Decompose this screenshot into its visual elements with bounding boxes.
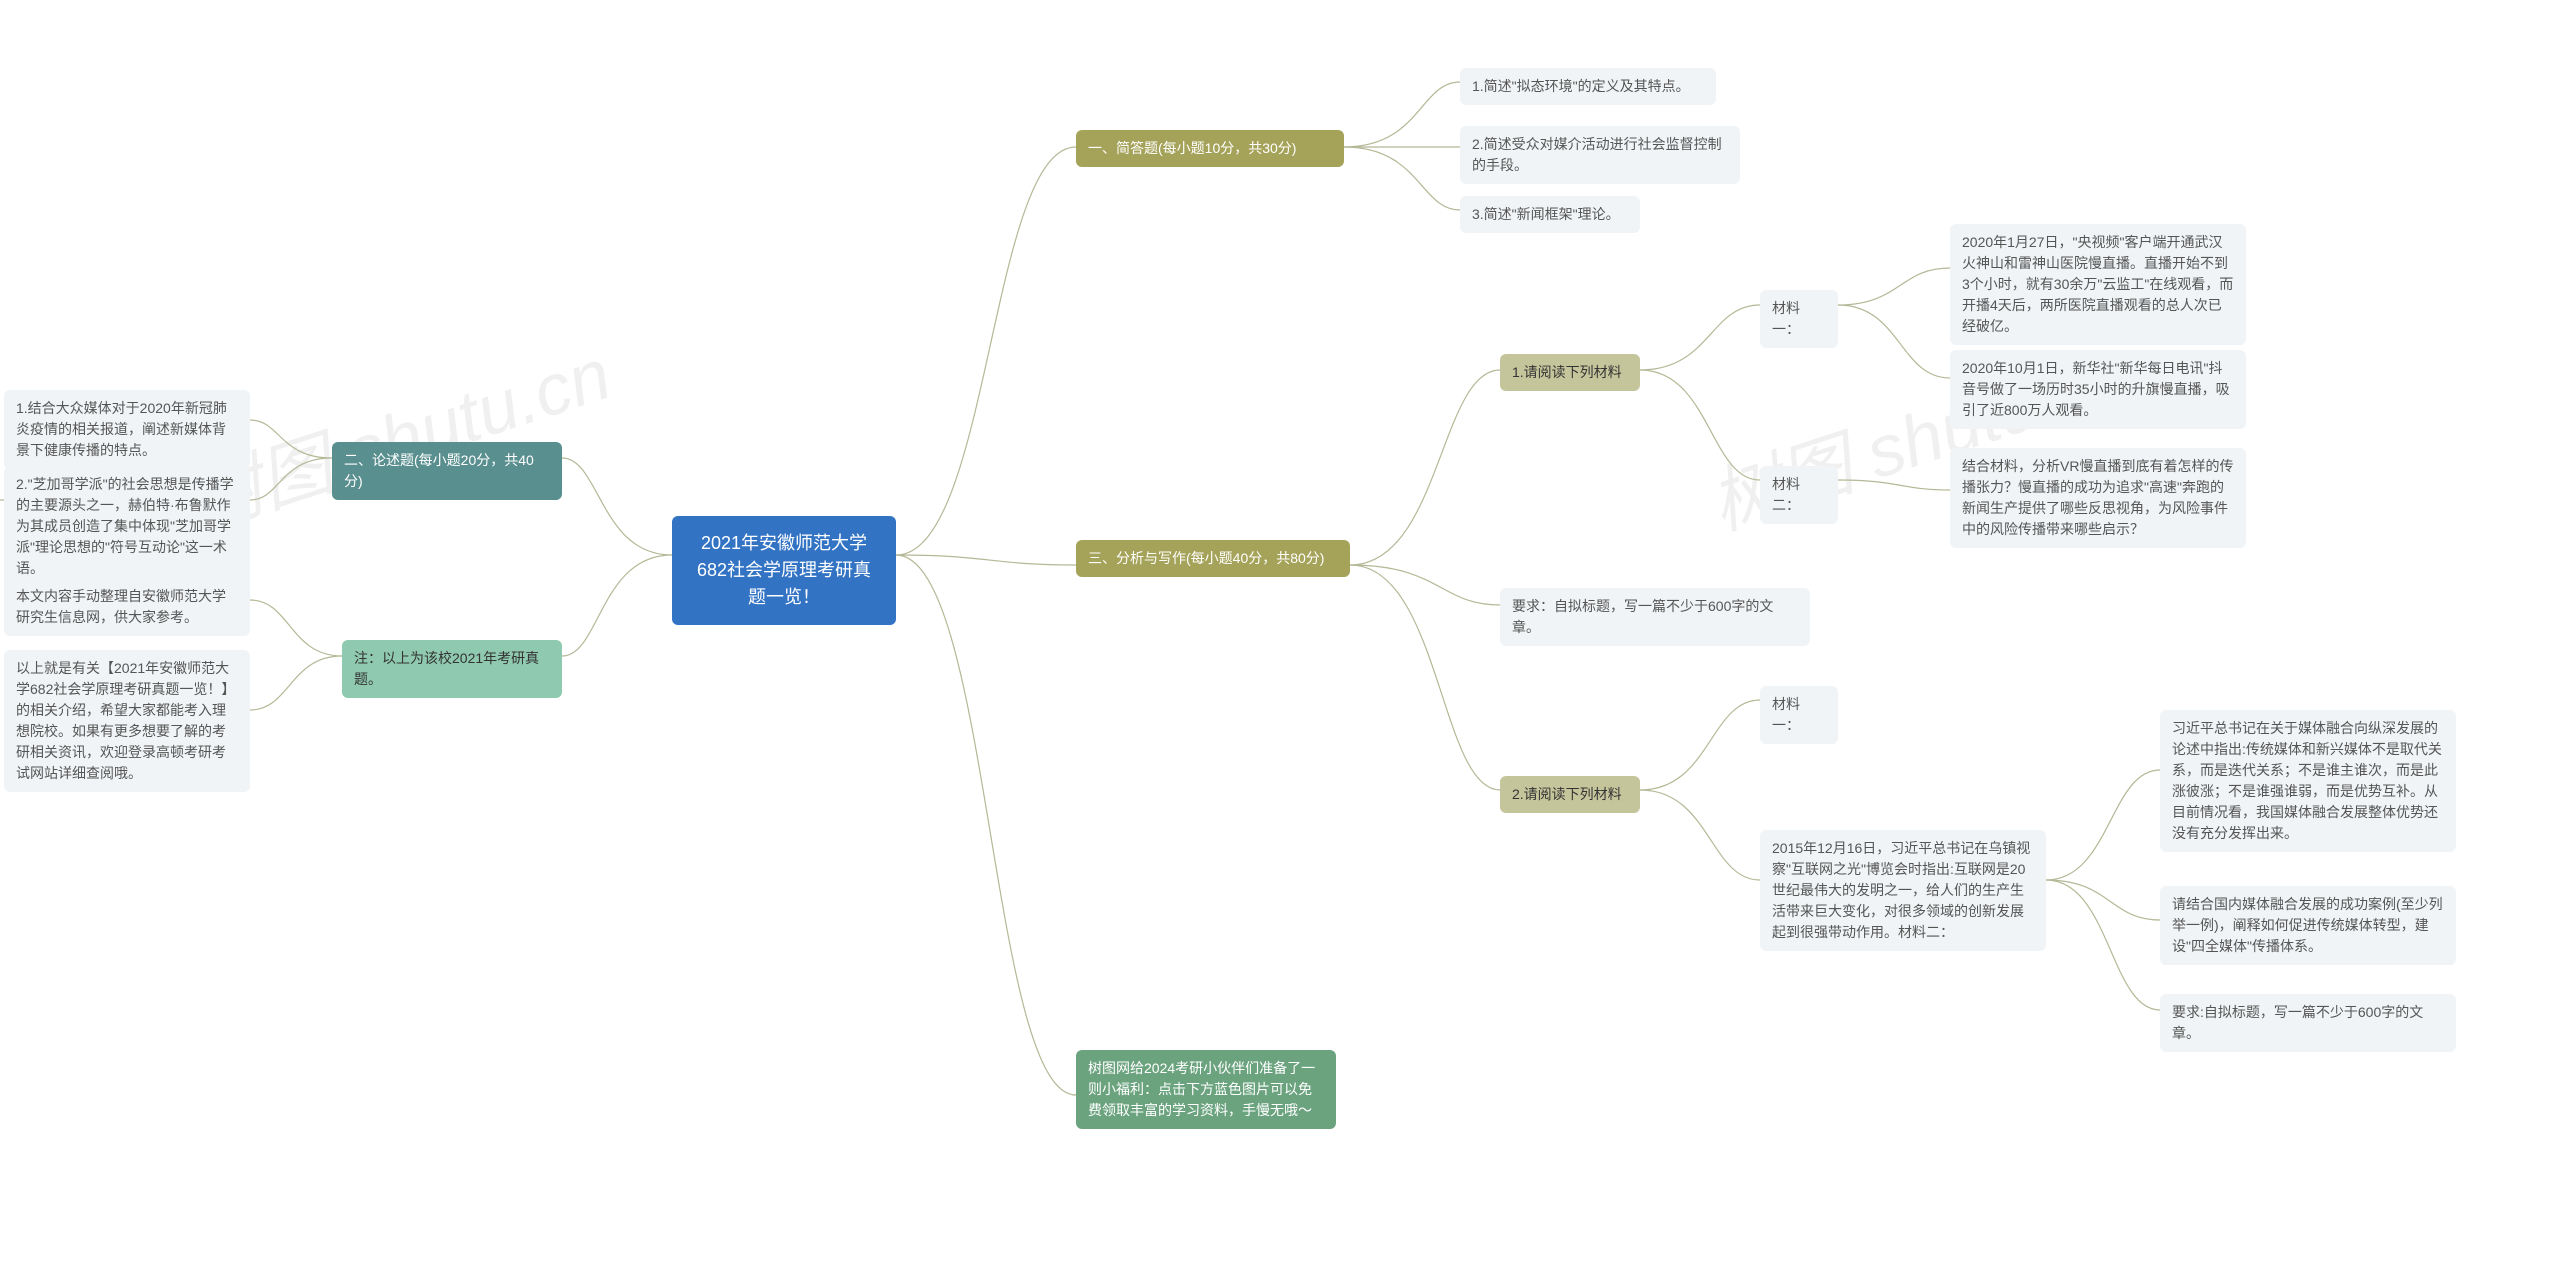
mat1a: 2020年1月27日，"央视频"客户端开通武汉火神山和雷神山医院慢直播。直播开始… (1950, 224, 2246, 345)
bonus-text: 树图网给2024考研小伙伴们准备了一则小福利：点击下方蓝色图片可以免费领取丰富的… (1088, 1060, 1315, 1118)
section-1-q3: 3.简述"新闻框架"理论。 (1460, 196, 1640, 233)
root-title: 2021年安徽师范大学682社会学原理考研真题一览！ (697, 533, 871, 607)
note1: 本文内容手动整理自安徽师范大学研究生信息网，供大家参考。 (4, 578, 250, 636)
bonus-node[interactable]: 树图网给2024考研小伙伴们准备了一则小福利：点击下方蓝色图片可以免费领取丰富的… (1076, 1050, 1336, 1129)
section-4-title: 注：以上为该校2021年考研真题。 (354, 650, 539, 687)
section-4[interactable]: 注：以上为该校2021年考研真题。 (342, 640, 562, 698)
section-3-title: 二、论述题(每小题20分，共40分) (344, 452, 534, 489)
note2: 以上就是有关【2021年安徽师范大学682社会学原理考研真题一览！】的相关介绍，… (4, 650, 250, 792)
mat2-label: 材料二： (1760, 466, 1838, 524)
ext1: 习近平总书记在关于媒体融合向纵深发展的论述中指出:传统媒体和新兴媒体不是取代关系… (2160, 710, 2456, 852)
ext3: 要求:自拟标题，写一篇不少于600字的文章。 (2160, 994, 2456, 1052)
section-1[interactable]: 一、简答题(每小题10分，共30分) (1076, 130, 1344, 167)
read2[interactable]: 2.请阅读下列材料 (1500, 776, 1640, 813)
section-1-q1: 1.简述"拟态环境"的定义及其特点。 (1460, 68, 1716, 105)
section-2[interactable]: 三、分析与写作(每小题40分，共80分) (1076, 540, 1350, 577)
mat2-text: 结合材料，分析VR慢直播到底有着怎样的传播张力？慢直播的成功为追求"高速"奔跑的… (1950, 448, 2246, 548)
section-2-title: 三、分析与写作(每小题40分，共80分) (1088, 550, 1324, 566)
root-node[interactable]: 2021年安徽师范大学682社会学原理考研真题一览！ (672, 516, 896, 625)
mat3-text: 2015年12月16日，习近平总书记在乌镇视察"互联网之光"博览会时指出:互联网… (1760, 830, 2046, 951)
ext2: 请结合国内媒体融合发展的成功案例(至少列举一例)，阐释如何促进传统媒体转型，建设… (2160, 886, 2456, 965)
mat1b: 2020年10月1日，新华社"新华每日电讯"抖音号做了一场历时35小时的升旗慢直… (1950, 350, 2246, 429)
section-1-title: 一、简答题(每小题10分，共30分) (1088, 140, 1296, 156)
section-1-q2: 2.简述受众对媒介活动进行社会监督控制的手段。 (1460, 126, 1740, 184)
section-3[interactable]: 二、论述题(每小题20分，共40分) (332, 442, 562, 500)
read1[interactable]: 1.请阅读下列材料 (1500, 354, 1640, 391)
section-3-q2: 2."芝加哥学派"的社会思想是传播学的主要源头之一，赫伯特·布鲁默作为其成员创造… (4, 466, 250, 587)
mat3-label: 材料一： (1760, 686, 1838, 744)
mindmap-canvas: 树图 shutu.cn 树图 shutu.cn (0, 0, 2560, 1274)
mat1-label: 材料一： (1760, 290, 1838, 348)
section-3-q1: 1.结合大众媒体对于2020年新冠肺炎疫情的相关报道，阐述新媒体背景下健康传播的… (4, 390, 250, 469)
req1: 要求：自拟标题，写一篇不少于600字的文章。 (1500, 588, 1810, 646)
